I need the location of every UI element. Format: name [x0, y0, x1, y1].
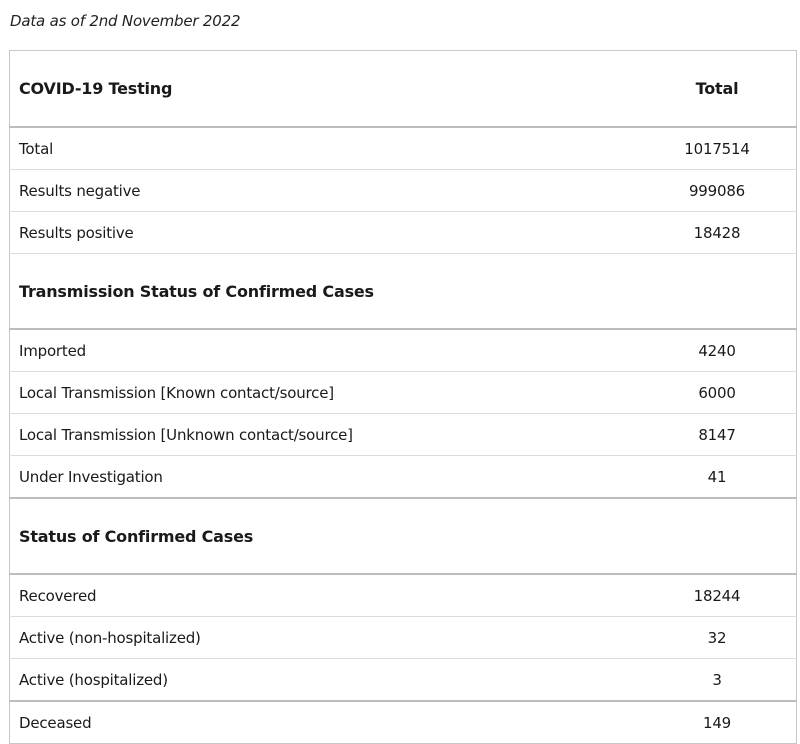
table-row: Local Transmission [Unknown contact/sour…	[9, 413, 797, 456]
table-row: Active (non-hospitalized) 32	[9, 616, 797, 659]
section-title-transmission: Transmission Status of Confirmed Cases	[9, 253, 638, 330]
row-label: Results positive	[9, 211, 638, 254]
row-label: Active (hospitalized)	[9, 658, 638, 702]
row-label: Active (non-hospitalized)	[9, 616, 638, 659]
row-value: 18428	[638, 211, 797, 254]
row-label: Imported	[9, 329, 638, 372]
covid-stats-table: COVID-19 Testing Total Total 1017514 Res…	[9, 50, 797, 744]
section-empty-cell	[638, 253, 797, 330]
row-label: Total	[9, 127, 638, 170]
row-label: Results negative	[9, 169, 638, 212]
header-total: Total	[638, 50, 797, 128]
row-value: 149	[702, 713, 732, 732]
section-title-status: Status of Confirmed Cases	[9, 498, 638, 575]
row-value: 999086	[638, 169, 797, 212]
row-value: 3	[638, 658, 797, 702]
row-value: 18244	[638, 574, 797, 617]
table-row: Imported 4240	[9, 329, 797, 372]
table-row: Results positive 18428	[9, 211, 797, 254]
section-header-row: Transmission Status of Confirmed Cases	[9, 253, 797, 330]
table-row: Recovered 18244	[9, 574, 797, 617]
row-label: Deceased	[19, 713, 92, 732]
table-row-deceased: Deceased 149	[10, 701, 797, 744]
row-label: Local Transmission [Unknown contact/sour…	[9, 413, 638, 456]
row-value: 8147	[638, 413, 797, 456]
table-row: Active (hospitalized) 3	[9, 658, 797, 702]
section-empty-cell	[638, 498, 797, 575]
table-row: Under Investigation 41	[9, 455, 797, 499]
row-label: Local Transmission [Known contact/source…	[9, 371, 638, 414]
data-date-caption: Data as of 2nd November 2022	[10, 12, 241, 30]
row-value: 4240	[638, 329, 797, 372]
table-row: Total 1017514	[9, 127, 797, 170]
table-row: Local Transmission [Known contact/source…	[9, 371, 797, 414]
row-value: 32	[638, 616, 797, 659]
row-value: 41	[638, 455, 797, 499]
table-row: Results negative 999086	[9, 169, 797, 212]
row-value: 6000	[638, 371, 797, 414]
row-label: Under Investigation	[9, 455, 638, 499]
table-header-row: COVID-19 Testing Total	[9, 50, 797, 128]
section-header-row: Status of Confirmed Cases	[9, 498, 797, 575]
row-value: 1017514	[638, 127, 797, 170]
row-label: Recovered	[9, 574, 638, 617]
header-label: COVID-19 Testing	[9, 50, 638, 128]
